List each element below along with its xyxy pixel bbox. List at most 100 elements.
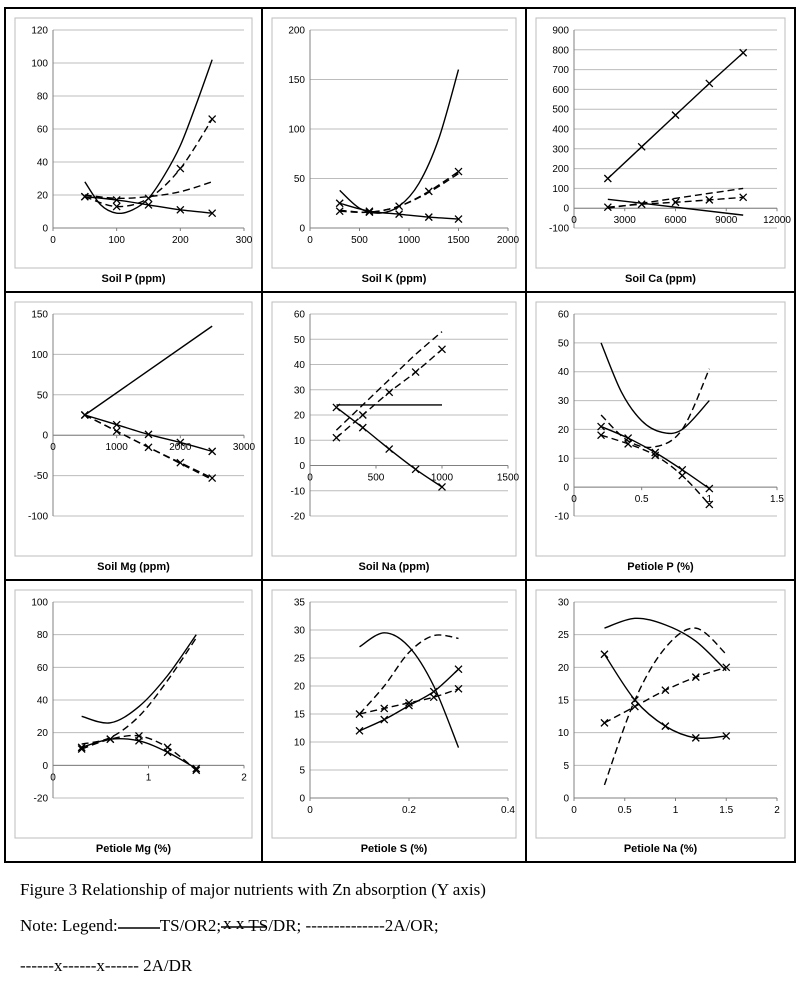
data-point-x-marker [176,458,185,467]
series-line [600,425,710,490]
series-line [84,59,213,215]
series-line [600,368,710,449]
data-point-x-marker [335,207,344,216]
data-point-x-marker [424,213,433,222]
data-point-x-marker [630,702,639,711]
data-point-x-marker [395,202,404,211]
series-dashed-x [603,193,748,212]
y-tick-label: 30 [294,626,306,637]
series-dashed [600,368,710,449]
y-tick-label: 30 [294,385,306,396]
y-tick-label: 500 [552,105,569,116]
x-tick-label: 500 [368,473,385,484]
data-point-x-marker [597,422,606,431]
x-tick-label: 100 [108,235,125,246]
y-tick-label: 100 [31,598,48,609]
y-tick-label: 20 [294,411,306,422]
y-tick-label: -10 [555,512,570,523]
data-point-x-marker [176,164,185,173]
data-point-x-marker [106,735,115,744]
legend-note: Note: Legend: TS/OR2; x x TS/DR; ----------… [20,914,439,936]
y-tick-label: 20 [558,425,570,436]
chart-panel-9: 0 5 10 15 20 25 30 0 0.5 1 1.5 2 Petiole Na (%) [535,589,786,855]
data-point-x-marker [365,208,374,217]
legend-dashed-x-text: ------x------x------ [20,956,139,975]
y-tick-label: 50 [558,338,570,349]
x-tick-label: 3000 [233,442,256,453]
x-tick-label: 0 [571,805,577,816]
data-point-x-marker [454,665,463,674]
x-tick-label: 0 [307,235,313,246]
series-dashed-x [335,167,463,217]
data-point-x-marker [163,743,172,752]
series-line [335,348,443,439]
y-tick-label: 40 [558,367,570,378]
data-point-x-marker [192,764,201,773]
series-solid [84,59,213,215]
y-tick-label: 80 [37,630,49,641]
series-solid-x [80,411,217,456]
y-tick-label: -100 [549,224,569,235]
chart-inner-box [271,589,517,839]
y-tick-label: 0 [42,224,48,235]
y-tick-label: 40 [37,158,49,169]
y-tick-label: 50 [294,335,306,346]
chart-panel-4: -100 -50 0 50 100 150 0 1000 2000 3000 Soil Mg (pp… [14,301,256,573]
chart-inner-box [535,17,786,269]
y-tick-label: -100 [28,512,48,523]
x-tick-label: 0 [50,442,56,453]
data-point-x-marker [332,403,341,412]
x-axis-label: Soil P (ppm) [102,273,166,285]
x-tick-label: 6000 [664,215,687,226]
y-tick-label: 60 [37,125,49,136]
x-tick-label: 300 [236,235,253,246]
legend-solid-x-line-icon [221,926,268,928]
x-tick-label: 0.5 [618,805,632,816]
y-tick-label: 200 [552,164,569,175]
data-point-x-marker [454,215,463,224]
series-dashed-x [77,731,201,775]
series-line [81,637,197,745]
x-tick-label: 0.4 [501,805,515,816]
legend-label-2a-dr: 2A/DR [143,956,193,975]
x-tick-label: 1000 [106,442,129,453]
series-dashed-x [80,411,217,482]
data-point-x-marker [208,447,217,456]
data-point-x-marker [651,451,660,460]
data-point-x-marker [678,471,687,480]
series-line [81,634,197,724]
y-tick-label: 0 [563,204,569,215]
legend-dashed-text: -------------- [305,916,385,935]
data-point-x-marker [355,726,364,735]
data-point-x-marker [176,438,185,447]
chart-inner-box [535,301,786,557]
y-tick-label: 200 [288,26,305,37]
y-tick-label: 5 [563,761,569,772]
x-tick-label: 0.2 [402,805,416,816]
data-point-x-marker [358,411,367,419]
y-tick-label: 20 [558,663,570,674]
y-tick-label: 0 [299,794,305,805]
y-tick-label: 0 [563,483,569,494]
data-point-x-marker [705,195,714,204]
y-tick-label: 10 [294,738,306,749]
data-point-x-marker [395,210,404,219]
series-line [604,666,727,724]
data-point-x-marker [112,427,121,436]
series-solid-x [355,665,463,735]
y-tick-label: 150 [288,75,305,86]
data-point-x-marker [411,465,420,474]
y-tick-label: 50 [37,390,49,401]
chart-inner-box [535,589,786,839]
x-axis-label: Petiole Na (%) [624,843,698,855]
series-line [607,198,744,216]
series-dashed-x [355,684,463,718]
data-point-x-marker [637,200,646,209]
legend-x-marks: x x [223,914,245,933]
series-dashed-x [600,663,731,727]
x-tick-label: 9000 [715,215,738,226]
